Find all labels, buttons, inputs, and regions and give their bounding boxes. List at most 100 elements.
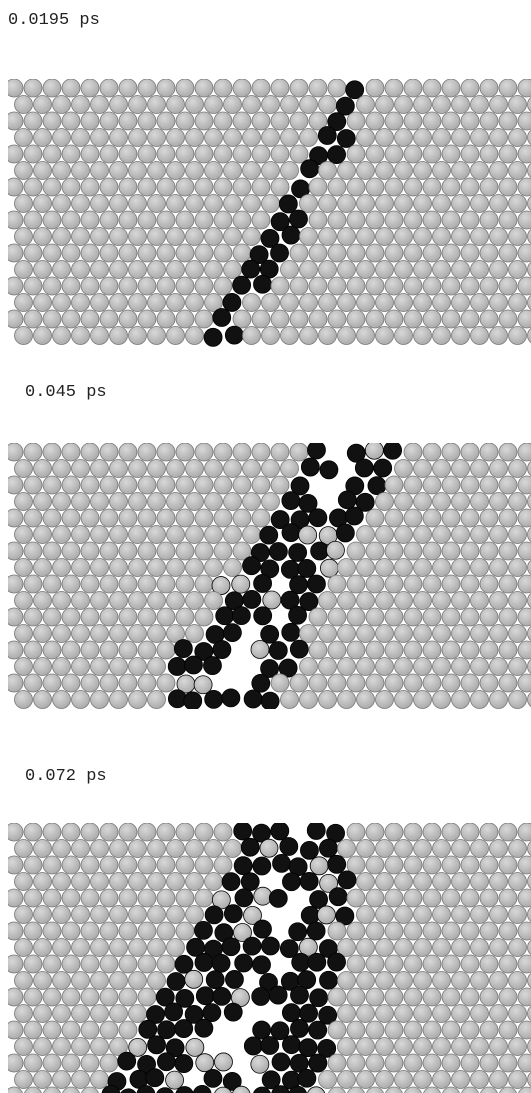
atom: [414, 658, 432, 676]
atom: [233, 276, 251, 294]
atom: [91, 195, 109, 213]
atom: [404, 509, 422, 527]
atom: [442, 509, 460, 527]
atom: [433, 228, 451, 246]
atom: [100, 955, 118, 973]
atom: [72, 972, 90, 990]
atom: [452, 1038, 470, 1056]
atom: [452, 129, 470, 147]
atom: [528, 228, 531, 246]
atom: [471, 592, 489, 610]
atom: [53, 658, 71, 676]
atom: [62, 244, 80, 262]
atom: [376, 129, 394, 147]
atom: [129, 294, 147, 312]
atom: [167, 96, 185, 114]
atom: [480, 509, 498, 527]
atom: [224, 261, 242, 279]
atom: [100, 476, 118, 494]
atom: [34, 873, 52, 891]
atom: [53, 873, 71, 891]
atom: [499, 575, 517, 593]
atom: [100, 542, 118, 560]
atom: [224, 493, 242, 511]
atom: [490, 493, 508, 511]
atom: [110, 906, 128, 924]
atom: [195, 178, 213, 196]
atom: [423, 509, 441, 527]
atom: [157, 244, 175, 262]
atom: [336, 524, 354, 542]
atom: [376, 228, 394, 246]
atom: [100, 178, 118, 196]
atom: [5, 608, 23, 626]
atom: [81, 178, 99, 196]
atom: [442, 955, 460, 973]
atom: [355, 459, 373, 477]
atom: [43, 145, 61, 163]
atom: [433, 906, 451, 924]
atom: [233, 112, 251, 130]
atom: [518, 575, 531, 593]
atom: [148, 592, 166, 610]
atom: [91, 559, 109, 577]
atom: [138, 277, 156, 295]
atom: [518, 145, 531, 163]
atom: [176, 79, 194, 97]
atom: [404, 277, 422, 295]
atom: [53, 906, 71, 924]
atom: [376, 592, 394, 610]
atom: [81, 856, 99, 874]
atom: [404, 211, 422, 229]
atom: [357, 1038, 375, 1056]
atom: [262, 493, 280, 511]
atom: [509, 625, 527, 643]
atom: [24, 145, 42, 163]
atom: [366, 542, 384, 560]
atom: [119, 889, 137, 907]
atom: [261, 692, 279, 710]
atom: [261, 625, 279, 643]
atom: [166, 1071, 184, 1089]
atom: [395, 96, 413, 114]
atom: [43, 988, 61, 1006]
atom: [404, 178, 422, 196]
atom: [100, 1021, 118, 1039]
atom: [471, 1071, 489, 1089]
atom: [241, 873, 259, 891]
atom: [24, 277, 42, 295]
atom: [269, 542, 287, 560]
atom: [91, 972, 109, 990]
atom: [452, 327, 470, 345]
atom: [414, 327, 432, 345]
atom: [452, 592, 470, 610]
atom: [15, 1071, 33, 1089]
atom: [366, 674, 384, 692]
atom: [243, 294, 261, 312]
atom: [5, 1021, 23, 1039]
atom: [395, 1038, 413, 1056]
atom: [404, 608, 422, 626]
atom: [34, 840, 52, 858]
atom: [509, 691, 527, 709]
atom: [404, 79, 422, 97]
atom: [290, 576, 308, 594]
atom: [72, 1038, 90, 1056]
atom: [233, 79, 251, 97]
atom: [62, 476, 80, 494]
atom: [24, 79, 42, 97]
atom: [301, 458, 319, 476]
atom: [461, 79, 479, 97]
atom: [528, 195, 531, 213]
atom: [243, 327, 261, 345]
atom: [414, 972, 432, 990]
atom: [528, 559, 531, 577]
atom: [299, 1039, 317, 1057]
atom: [129, 873, 147, 891]
atom: [15, 873, 33, 891]
atom: [290, 277, 308, 295]
atom: [91, 294, 109, 312]
atom: [196, 1054, 214, 1072]
atom: [509, 493, 527, 511]
atom: [129, 162, 147, 180]
